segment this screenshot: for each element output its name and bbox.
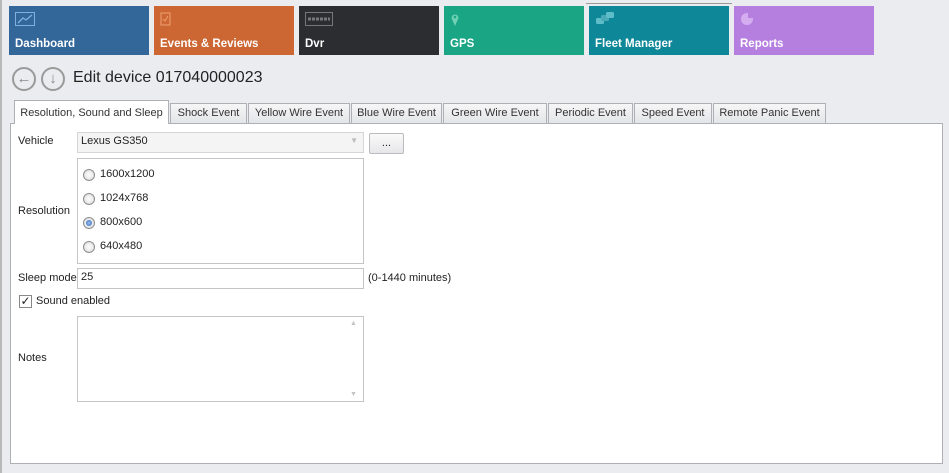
- arrow-left-icon: ←: [16, 70, 32, 87]
- checkmark-icon: ✓: [20, 295, 31, 308]
- map-pin-icon: [451, 14, 459, 26]
- pie-chart-icon: [741, 12, 754, 25]
- sleep-mode-hint: (0-1440 minutes): [368, 272, 452, 284]
- radio-label: 1600x1200: [100, 168, 155, 180]
- back-button[interactable]: ←: [12, 67, 36, 91]
- down-button[interactable]: ↓: [41, 67, 65, 91]
- radio-1024x768[interactable]: [83, 193, 95, 205]
- fleet-manager-active-indicator: [586, 3, 732, 4]
- tile-label: Events & Reviews: [160, 38, 259, 50]
- resolution-radio-group: [77, 158, 364, 264]
- tile-label: GPS: [450, 38, 475, 50]
- resolution-label: Resolution: [18, 205, 70, 217]
- vehicle-value: Lexus GS350: [81, 135, 148, 147]
- tab-blue-wire-event[interactable]: Blue Wire Event: [351, 103, 442, 124]
- chart-icon: [15, 12, 35, 26]
- tab-shock-event[interactable]: Shock Event: [170, 103, 247, 124]
- clipboard-check-icon: [160, 12, 171, 26]
- radio-800x600[interactable]: [83, 217, 95, 229]
- tile-label: Reports: [740, 38, 784, 50]
- tile-label: Dvr: [305, 38, 325, 50]
- tile-fleet-manager[interactable]: Fleet Manager: [589, 6, 729, 55]
- vehicle-label: Vehicle: [18, 135, 54, 147]
- tile-dvr[interactable]: Dvr: [299, 6, 439, 55]
- tile-dashboard[interactable]: Dashboard: [9, 6, 149, 55]
- notes-scrollbar[interactable]: ▲ ▼: [345, 317, 363, 401]
- notes-textarea[interactable]: [77, 316, 364, 402]
- scroll-up-icon[interactable]: ▲: [350, 320, 357, 327]
- sound-enabled-label: Sound enabled: [36, 295, 111, 307]
- radio-label: 640x480: [100, 240, 143, 252]
- tile-label: Fleet Manager: [595, 38, 673, 50]
- chevron-down-icon: ▼: [350, 136, 358, 145]
- sound-enabled-checkbox[interactable]: ✓: [19, 295, 32, 308]
- tile-reports[interactable]: Reports: [734, 6, 874, 55]
- tab-remote-panic-event[interactable]: Remote Panic Event: [713, 103, 826, 124]
- browse-vehicle-button[interactable]: ...: [369, 133, 404, 154]
- radio-640x480[interactable]: [83, 241, 95, 253]
- scroll-down-icon[interactable]: ▼: [350, 391, 357, 398]
- tile-label: Dashboard: [15, 38, 76, 50]
- dvr-logo-icon: [305, 12, 333, 26]
- sleep-mode-input[interactable]: 25: [77, 268, 364, 289]
- sleep-mode-label: Sleep mode: [18, 272, 77, 284]
- notes-label: Notes: [18, 352, 47, 364]
- tab-resolution-sound-sleep[interactable]: Resolution, Sound and Sleep: [14, 100, 169, 124]
- page-title: Edit device 017040000023: [73, 69, 263, 86]
- tab-panel: [10, 123, 943, 464]
- cars-icon: [596, 12, 614, 24]
- tab-periodic-event[interactable]: Periodic Event: [548, 103, 633, 124]
- tile-gps[interactable]: GPS: [444, 6, 584, 55]
- tab-yellow-wire-event[interactable]: Yellow Wire Event: [248, 103, 350, 124]
- radio-label: 800x600: [100, 216, 143, 228]
- tab-speed-event[interactable]: Speed Event: [634, 103, 712, 124]
- arrow-down-icon: ↓: [49, 70, 57, 87]
- tile-events-reviews[interactable]: Events & Reviews: [154, 6, 294, 55]
- radio-label: 1024x768: [100, 192, 149, 204]
- radio-1600x1200[interactable]: [83, 169, 95, 181]
- tab-green-wire-event[interactable]: Green Wire Event: [443, 103, 547, 124]
- vehicle-combobox[interactable]: Lexus GS350 ▼: [77, 132, 364, 153]
